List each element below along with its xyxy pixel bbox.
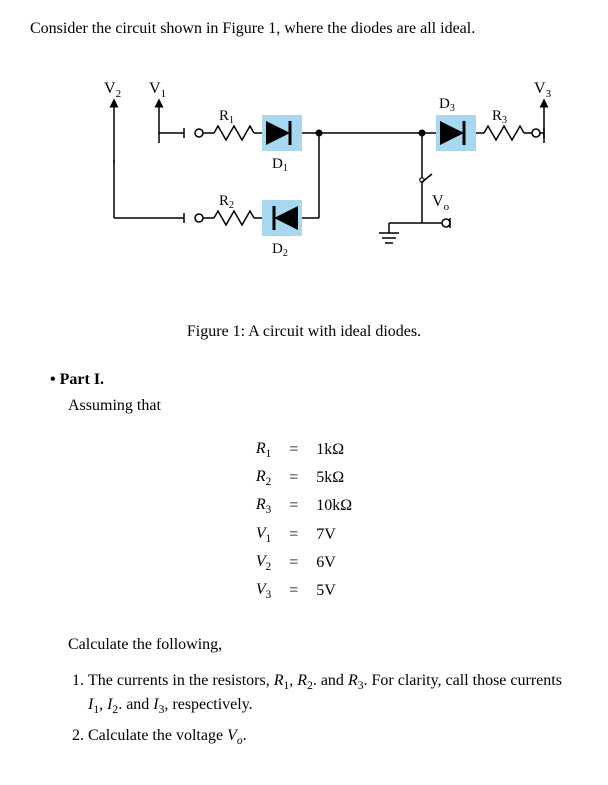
svg-text:V3: V3 — [534, 80, 552, 100]
svg-text:D2: D2 — [272, 241, 288, 259]
circuit-svg: V2 V1 V3 R1 D1 D3 R3 R2 D2 — [54, 68, 554, 308]
eq-row: V1=7V — [248, 522, 360, 548]
task-item: Calculate the voltage Vo. — [88, 725, 578, 749]
calc-intro: Calculate the following, — [68, 636, 578, 654]
svg-text:V1: V1 — [149, 80, 166, 100]
svg-text:D3: D3 — [439, 96, 455, 114]
svg-text:Vo: Vo — [432, 193, 450, 213]
eq-row: R2=5kΩ — [248, 465, 360, 491]
eq-row: R3=10kΩ — [248, 493, 360, 519]
eq-row: R1=1kΩ — [248, 437, 360, 463]
circuit-figure: V2 V1 V3 R1 D1 D3 R3 R2 D2 — [30, 68, 578, 308]
part-heading: Part I. — [50, 371, 578, 389]
equations-block: R1=1kΩ R2=5kΩ R3=10kΩ V1=7V V2=6V V3=5V — [246, 435, 362, 606]
svg-text:R2: R2 — [219, 193, 234, 211]
task-list: The currents in the resistors, R1, R2. a… — [68, 670, 578, 749]
part-heading-label: Part I. — [60, 371, 104, 388]
eq-row: V3=5V — [248, 578, 360, 604]
eq-row: V2=6V — [248, 550, 360, 576]
task-item: The currents in the resistors, R1, R2. a… — [88, 670, 578, 719]
svg-text:R1: R1 — [219, 108, 234, 126]
svg-text:D1: D1 — [272, 156, 288, 174]
svg-text:R3: R3 — [492, 108, 507, 126]
svg-text:V2: V2 — [104, 80, 121, 100]
intro-text: Consider the circuit shown in Figure 1, … — [30, 20, 578, 38]
assuming-text: Assuming that — [68, 397, 578, 415]
figure-caption: Figure 1: A circuit with ideal diodes. — [30, 323, 578, 341]
